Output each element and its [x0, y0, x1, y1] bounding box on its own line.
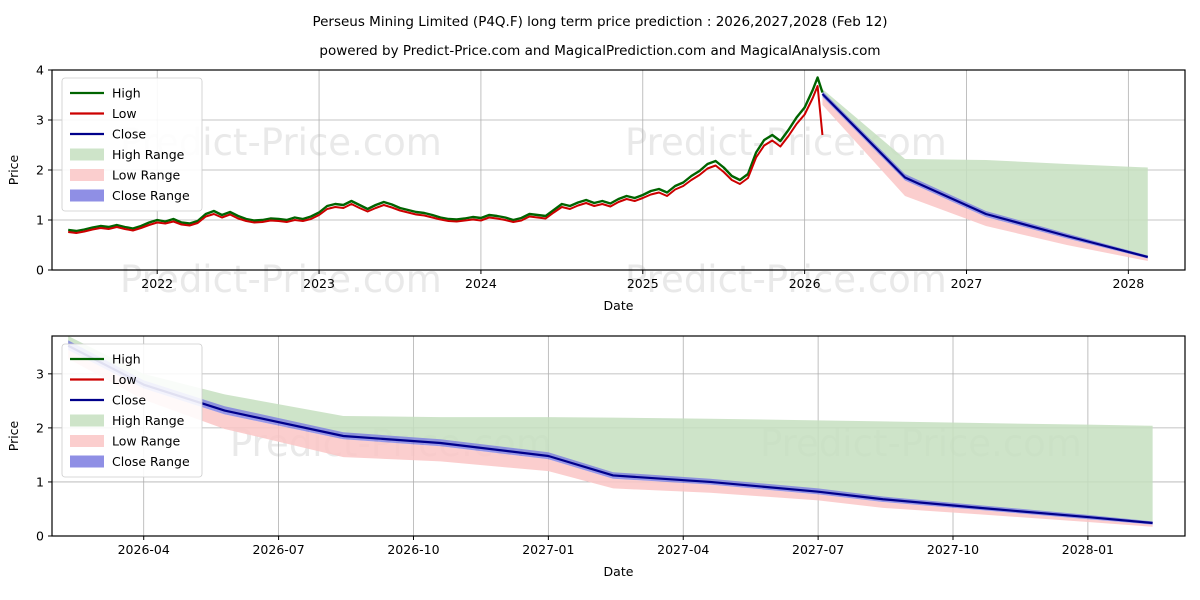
- page-subtitle: powered by Predict-Price.com and Magical…: [319, 43, 881, 59]
- y-tick-label: 2: [36, 163, 44, 178]
- legend-item: Low: [70, 372, 137, 387]
- watermark-layer: Predict-Price.com Predict-Price.comPredic…: [120, 121, 947, 301]
- close-series-line: [67, 344, 1153, 525]
- legend-item: Close Range: [70, 188, 190, 203]
- axes-labels: 0 1 2 3 4 2022 2023 2024 2025 2026 2027 2028 Date Pri…: [6, 63, 1144, 314]
- legend-item-label: Low: [112, 372, 137, 387]
- x-tick-label: 2027: [951, 276, 983, 291]
- x-tick-label: 2026-10: [387, 542, 439, 557]
- legend-item: High: [70, 86, 141, 101]
- y-axis-label: Price: [6, 154, 21, 185]
- x-tick-label: 2022: [141, 276, 173, 291]
- x-tick-label: 2024: [465, 276, 497, 291]
- legend-patch-swatch: [70, 189, 104, 202]
- legend-item: Low: [70, 106, 137, 121]
- legend-item-label: High: [112, 352, 141, 367]
- watermark: Predict-Price.com: [625, 258, 947, 301]
- legend-item: Close: [70, 127, 146, 142]
- y-tick-label: 0: [36, 529, 44, 544]
- x-tick-label: 2023: [303, 276, 335, 291]
- high-series-line: [68, 76, 824, 233]
- legend-item: High: [70, 352, 141, 367]
- x-axis-label: Date: [604, 298, 634, 313]
- legend-item: Close Range: [70, 454, 190, 469]
- plot-area: [67, 336, 1153, 527]
- legend-patch-swatch: [70, 455, 104, 468]
- high-range-band: [822, 89, 1148, 257]
- legend-patch-swatch: [70, 435, 104, 447]
- x-axis-label: Date: [604, 564, 634, 579]
- legend-item-label: Close: [112, 393, 146, 408]
- low-range-band: [68, 350, 1153, 527]
- x-tick-label: 2027-01: [522, 542, 574, 557]
- y-tick-label: 0: [36, 263, 44, 278]
- y-tick-label: 3: [36, 113, 44, 128]
- y-tick-label: 3: [36, 366, 44, 381]
- legend-item: Close: [70, 393, 146, 408]
- legend-item-label: Close Range: [112, 454, 190, 469]
- chart-legend: High Low Close High Range Low Range Close Ran…: [61, 343, 203, 478]
- y-axis-label: Price: [6, 420, 21, 451]
- chart-legend: High Low Close High Range Low Range Close Ran…: [61, 77, 203, 212]
- x-tick-label: 2025: [627, 276, 659, 291]
- legend-item: High Range: [70, 413, 185, 428]
- low-series-line: [68, 85, 824, 234]
- y-tick-label: 1: [36, 474, 44, 489]
- legend-item: High Range: [70, 147, 185, 162]
- x-tick-label: 2026-04: [118, 542, 170, 557]
- page-title: Perseus Mining Limited (P4Q.F) long term…: [312, 14, 888, 30]
- legend-item: Low Range: [70, 168, 181, 183]
- legend-item-label: Low: [112, 106, 137, 121]
- x-tick-label: 2028: [1112, 276, 1144, 291]
- y-tick-label: 1: [36, 213, 44, 228]
- x-tick-label: 2026: [789, 276, 821, 291]
- legend-item: Low Range: [70, 434, 181, 449]
- watermark: Predict-Price.com: [120, 258, 442, 301]
- legend-item-label: Close: [112, 127, 146, 142]
- y-tick-label: 2: [36, 420, 44, 435]
- x-tick-label: 2027-10: [927, 542, 979, 557]
- y-tick-label: 4: [36, 63, 44, 78]
- close-series-line: [821, 93, 1149, 259]
- legend-item-label: High Range: [112, 147, 185, 162]
- legend-item-label: Close Range: [112, 188, 190, 203]
- x-tick-label: 2028-01: [1062, 542, 1114, 557]
- legend-item-label: Low Range: [112, 434, 181, 449]
- legend-item-label: High: [112, 86, 141, 101]
- plot-area: [68, 76, 1149, 261]
- legend-patch-swatch: [70, 148, 104, 161]
- title-block: Perseus Mining Limited (P4Q.F) long term…: [0, 0, 1200, 60]
- legend-patch-swatch: [70, 169, 104, 181]
- legend-patch-swatch: [70, 414, 104, 427]
- x-tick-label: 2027-07: [792, 542, 844, 557]
- high-range-band: [68, 336, 1153, 524]
- x-tick-label: 2026-07: [252, 542, 304, 557]
- x-tick-label: 2027-04: [657, 542, 709, 557]
- axes-labels: 0 1 2 3 2026-04 2026-07 2026-10 2027-01 2027-04 2…: [6, 366, 1114, 579]
- legend-item-label: Low Range: [112, 168, 181, 183]
- legend-item-label: High Range: [112, 413, 185, 428]
- axes-frame: [51, 335, 1186, 537]
